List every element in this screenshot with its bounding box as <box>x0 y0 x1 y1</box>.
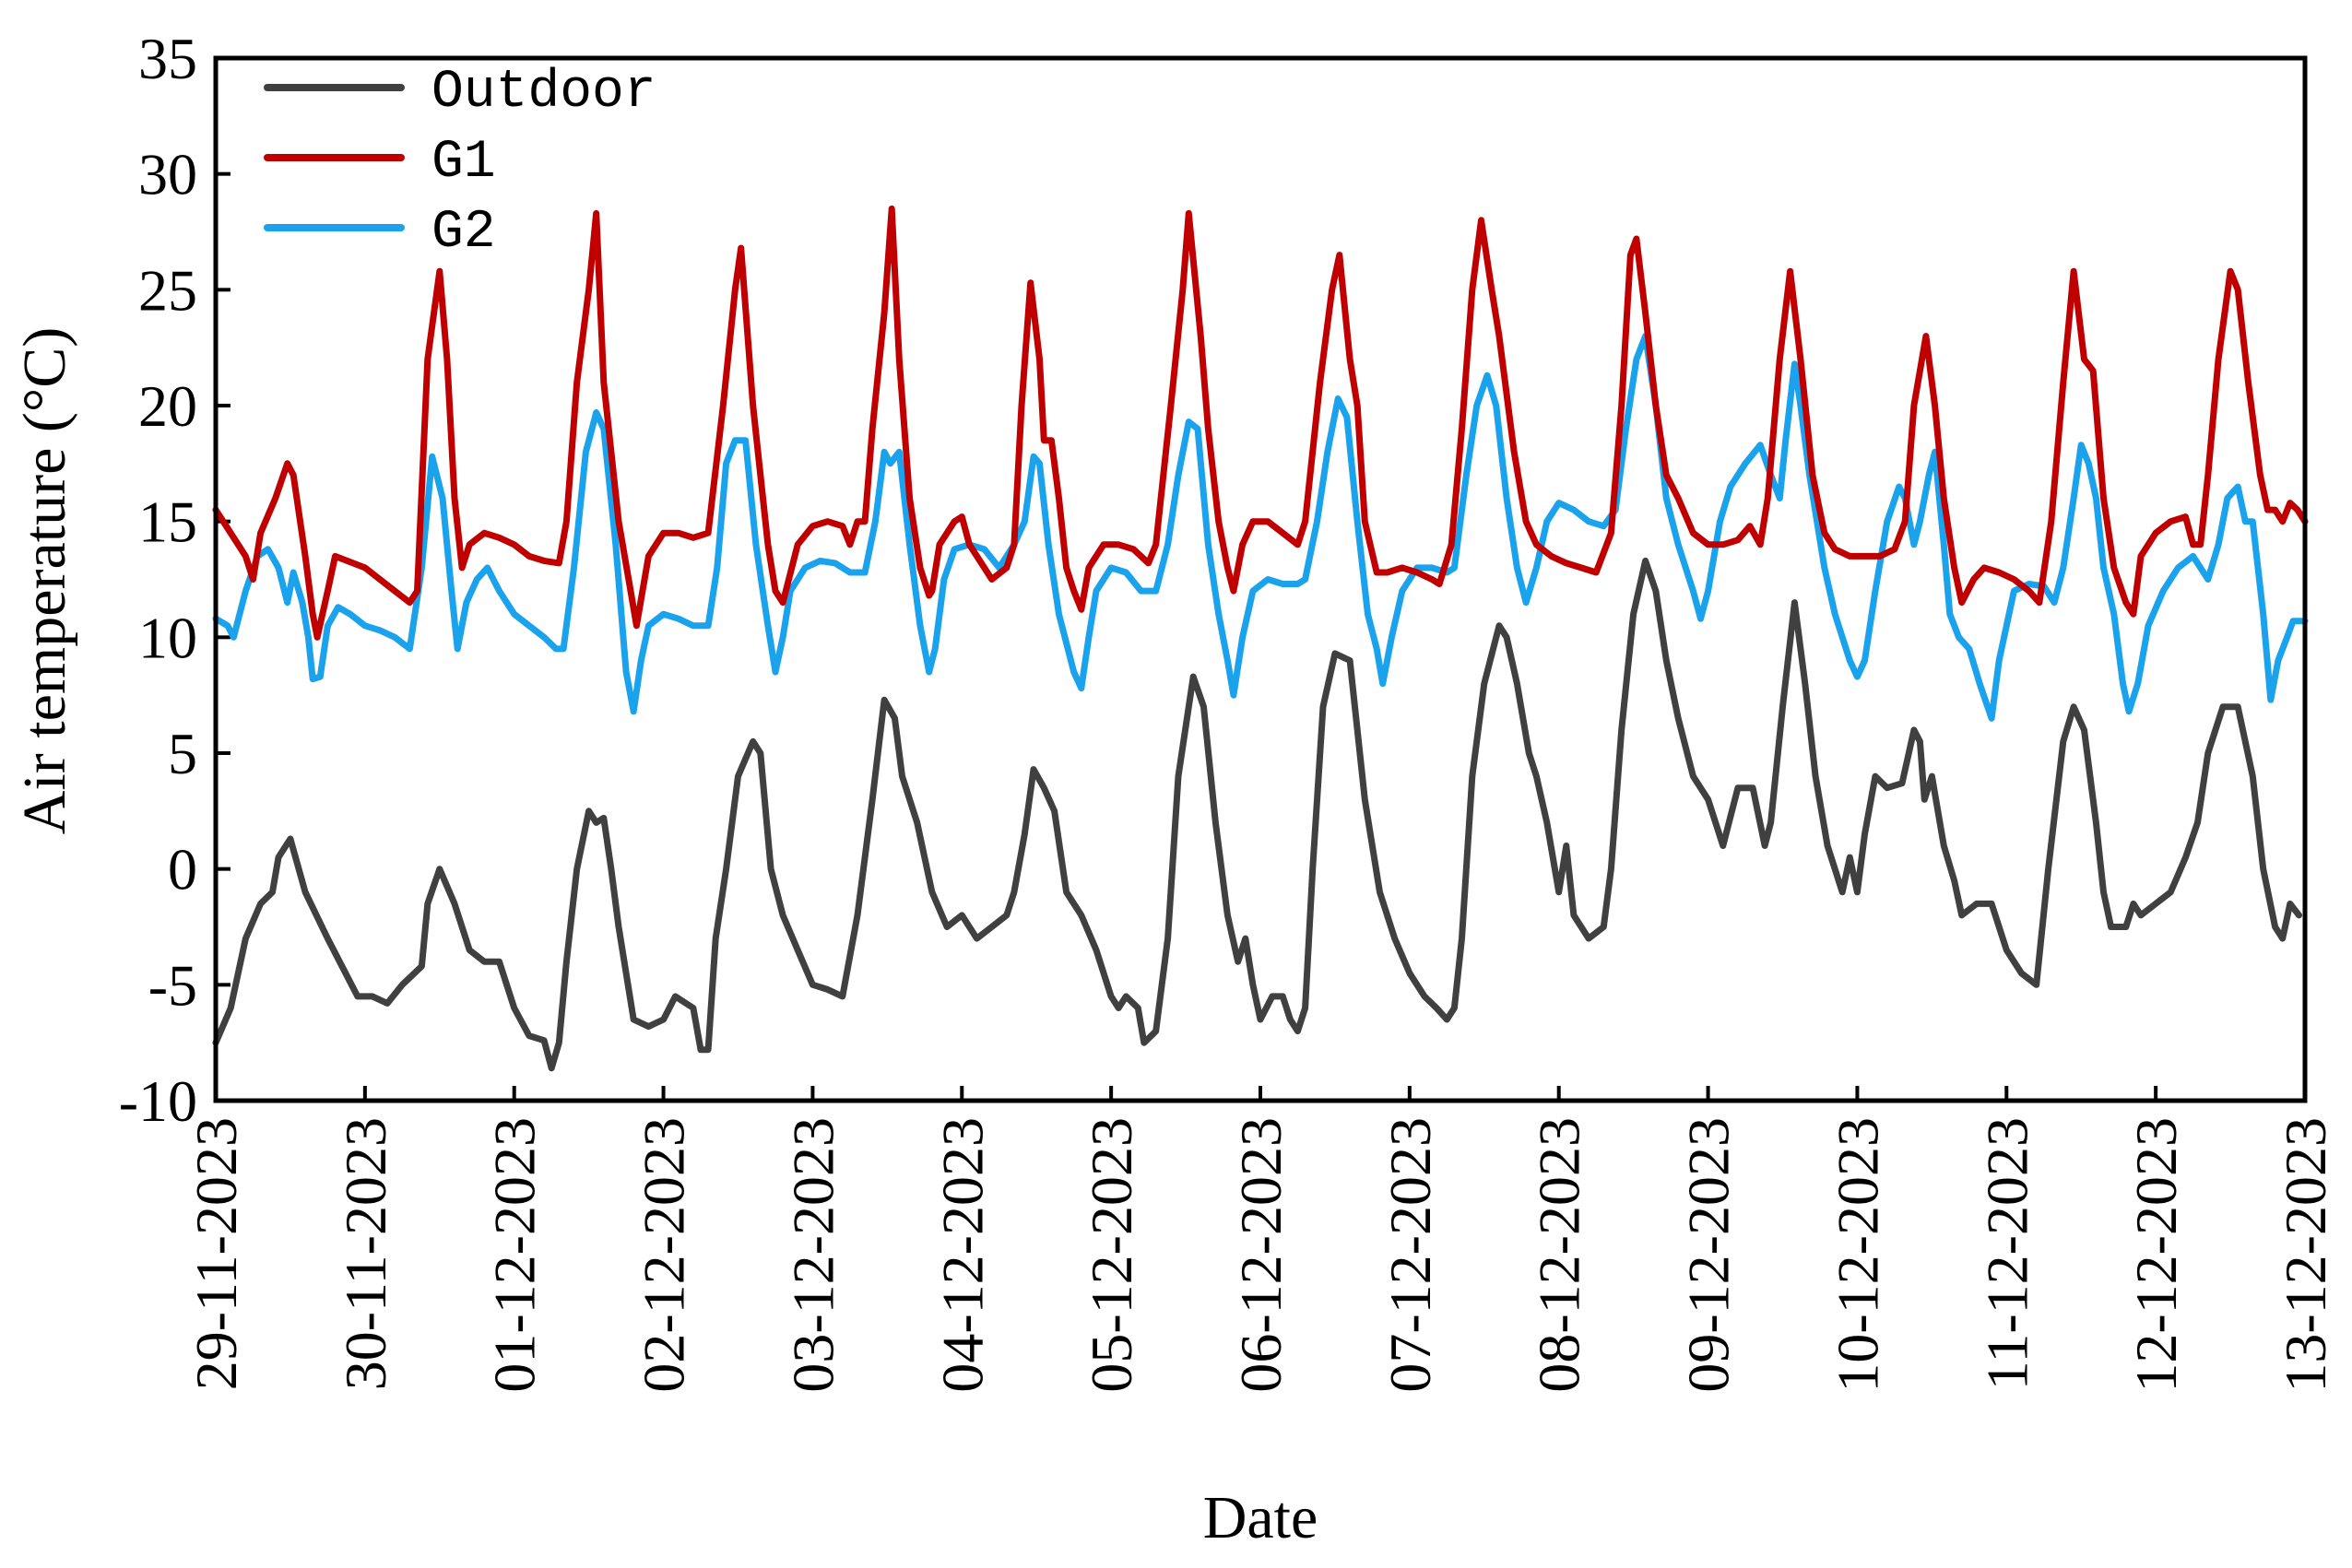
y-tick-label: 10 <box>138 605 197 670</box>
x-tick-label: 04-12-2023 <box>929 1117 995 1393</box>
y-axis-title-group: Air temperature (°C) <box>11 327 78 835</box>
x-tick-label: 03-12-2023 <box>780 1117 845 1393</box>
legend-label-g1: G1 <box>431 133 496 193</box>
series-line-g2 <box>212 333 2309 722</box>
x-tick-label: 09-12-2023 <box>1676 1117 1742 1393</box>
y-tick-label: -10 <box>119 1068 197 1134</box>
series-line-g1 <box>212 205 2309 641</box>
x-tick-label: 06-12-2023 <box>1228 1117 1294 1393</box>
series-line-outdoor <box>212 557 2302 1072</box>
y-tick-label: 30 <box>138 142 197 207</box>
legend-label-outdoor: Outdoor <box>431 63 656 123</box>
x-tick-label: 02-12-2023 <box>632 1117 697 1393</box>
y-tick-label: 15 <box>138 489 197 555</box>
y-tick-label: 0 <box>168 837 197 902</box>
x-tick-label: 01-12-2023 <box>482 1117 548 1393</box>
x-tick-label: 10-12-2023 <box>1825 1117 1890 1393</box>
x-axis-title: Date <box>1203 1484 1318 1551</box>
x-tick-label: 13-12-2023 <box>2273 1117 2338 1393</box>
x-tick-label: 07-12-2023 <box>1377 1117 1443 1393</box>
y-tick-label: 35 <box>138 26 197 91</box>
ticks-layer: -10 -5 0 5 10 15 20 25 30 35 29-11-2023 30-11-2023 0… <box>119 26 2338 1393</box>
x-tick-label: 29-11-2023 <box>183 1117 249 1390</box>
plot-frame <box>213 55 2308 1103</box>
y-tick-label: 25 <box>138 257 197 323</box>
legend-label-g2: G2 <box>431 203 496 263</box>
x-tick-label: 30-11-2023 <box>333 1117 398 1390</box>
y-tick-label: -5 <box>148 952 197 1018</box>
x-tick-label: 12-12-2023 <box>2123 1117 2189 1393</box>
y-axis-title: Air temperature (°C) <box>11 327 78 835</box>
y-tick-label: 5 <box>168 721 197 786</box>
x-tick-label: 08-12-2023 <box>1527 1117 1592 1393</box>
x-tick-label: 05-12-2023 <box>1079 1117 1144 1393</box>
x-tick-label: 11-12-2023 <box>1974 1117 2039 1390</box>
series-layer <box>212 205 2309 1072</box>
legend: Outdoor G1 G2 <box>264 63 656 263</box>
y-tick-label: 20 <box>138 373 197 439</box>
